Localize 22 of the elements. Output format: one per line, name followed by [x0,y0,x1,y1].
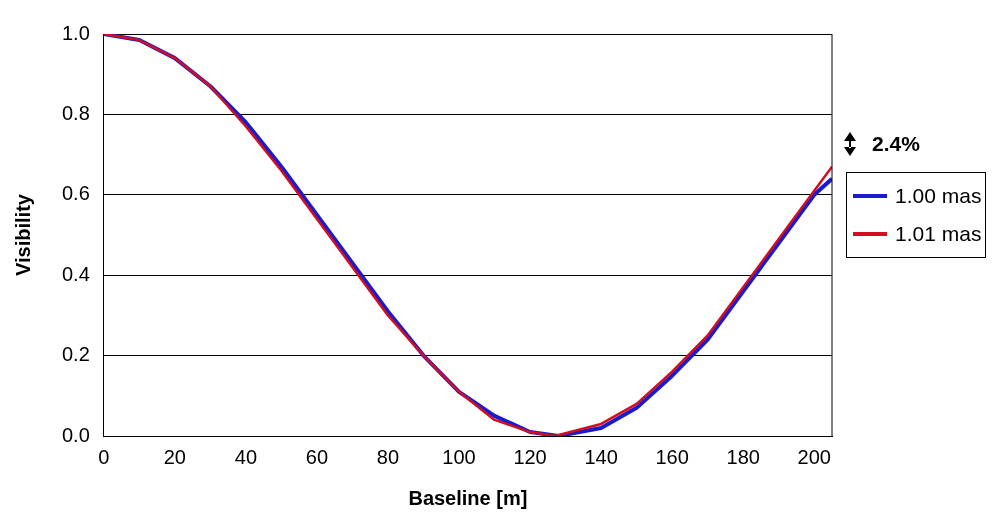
y-tick-label: 0.6 [61,182,90,205]
y-tick-label: 1.0 [61,21,90,44]
x-tick-label: 60 [305,445,329,468]
x-tick-label: 100 [442,445,476,468]
x-tick-label: 0 [98,445,110,468]
x-tick-label: 20 [163,445,186,468]
x-tick-label: 180 [726,445,760,468]
x-tick-label: 80 [376,445,400,468]
y-tick-label: 0.8 [61,101,90,124]
y-tick-label: 0.2 [61,343,90,366]
x-tick-label: 120 [513,445,547,468]
y-tick-label: 0.4 [61,262,90,285]
y-tick-label: 0.0 [61,423,90,446]
text: 2.4% [872,132,920,156]
x-tick-label: 160 [655,445,689,468]
x-tick-label: 200 [797,445,831,468]
legend-label: 1.01 mas [895,222,982,246]
legend-label: 1.00 mas [895,184,982,208]
x-tick-label: 140 [584,445,618,468]
x-tick-label: 40 [234,445,258,468]
x-axis-title: Baseline [m] [408,486,528,509]
y-axis-title: Visibility [11,193,34,276]
